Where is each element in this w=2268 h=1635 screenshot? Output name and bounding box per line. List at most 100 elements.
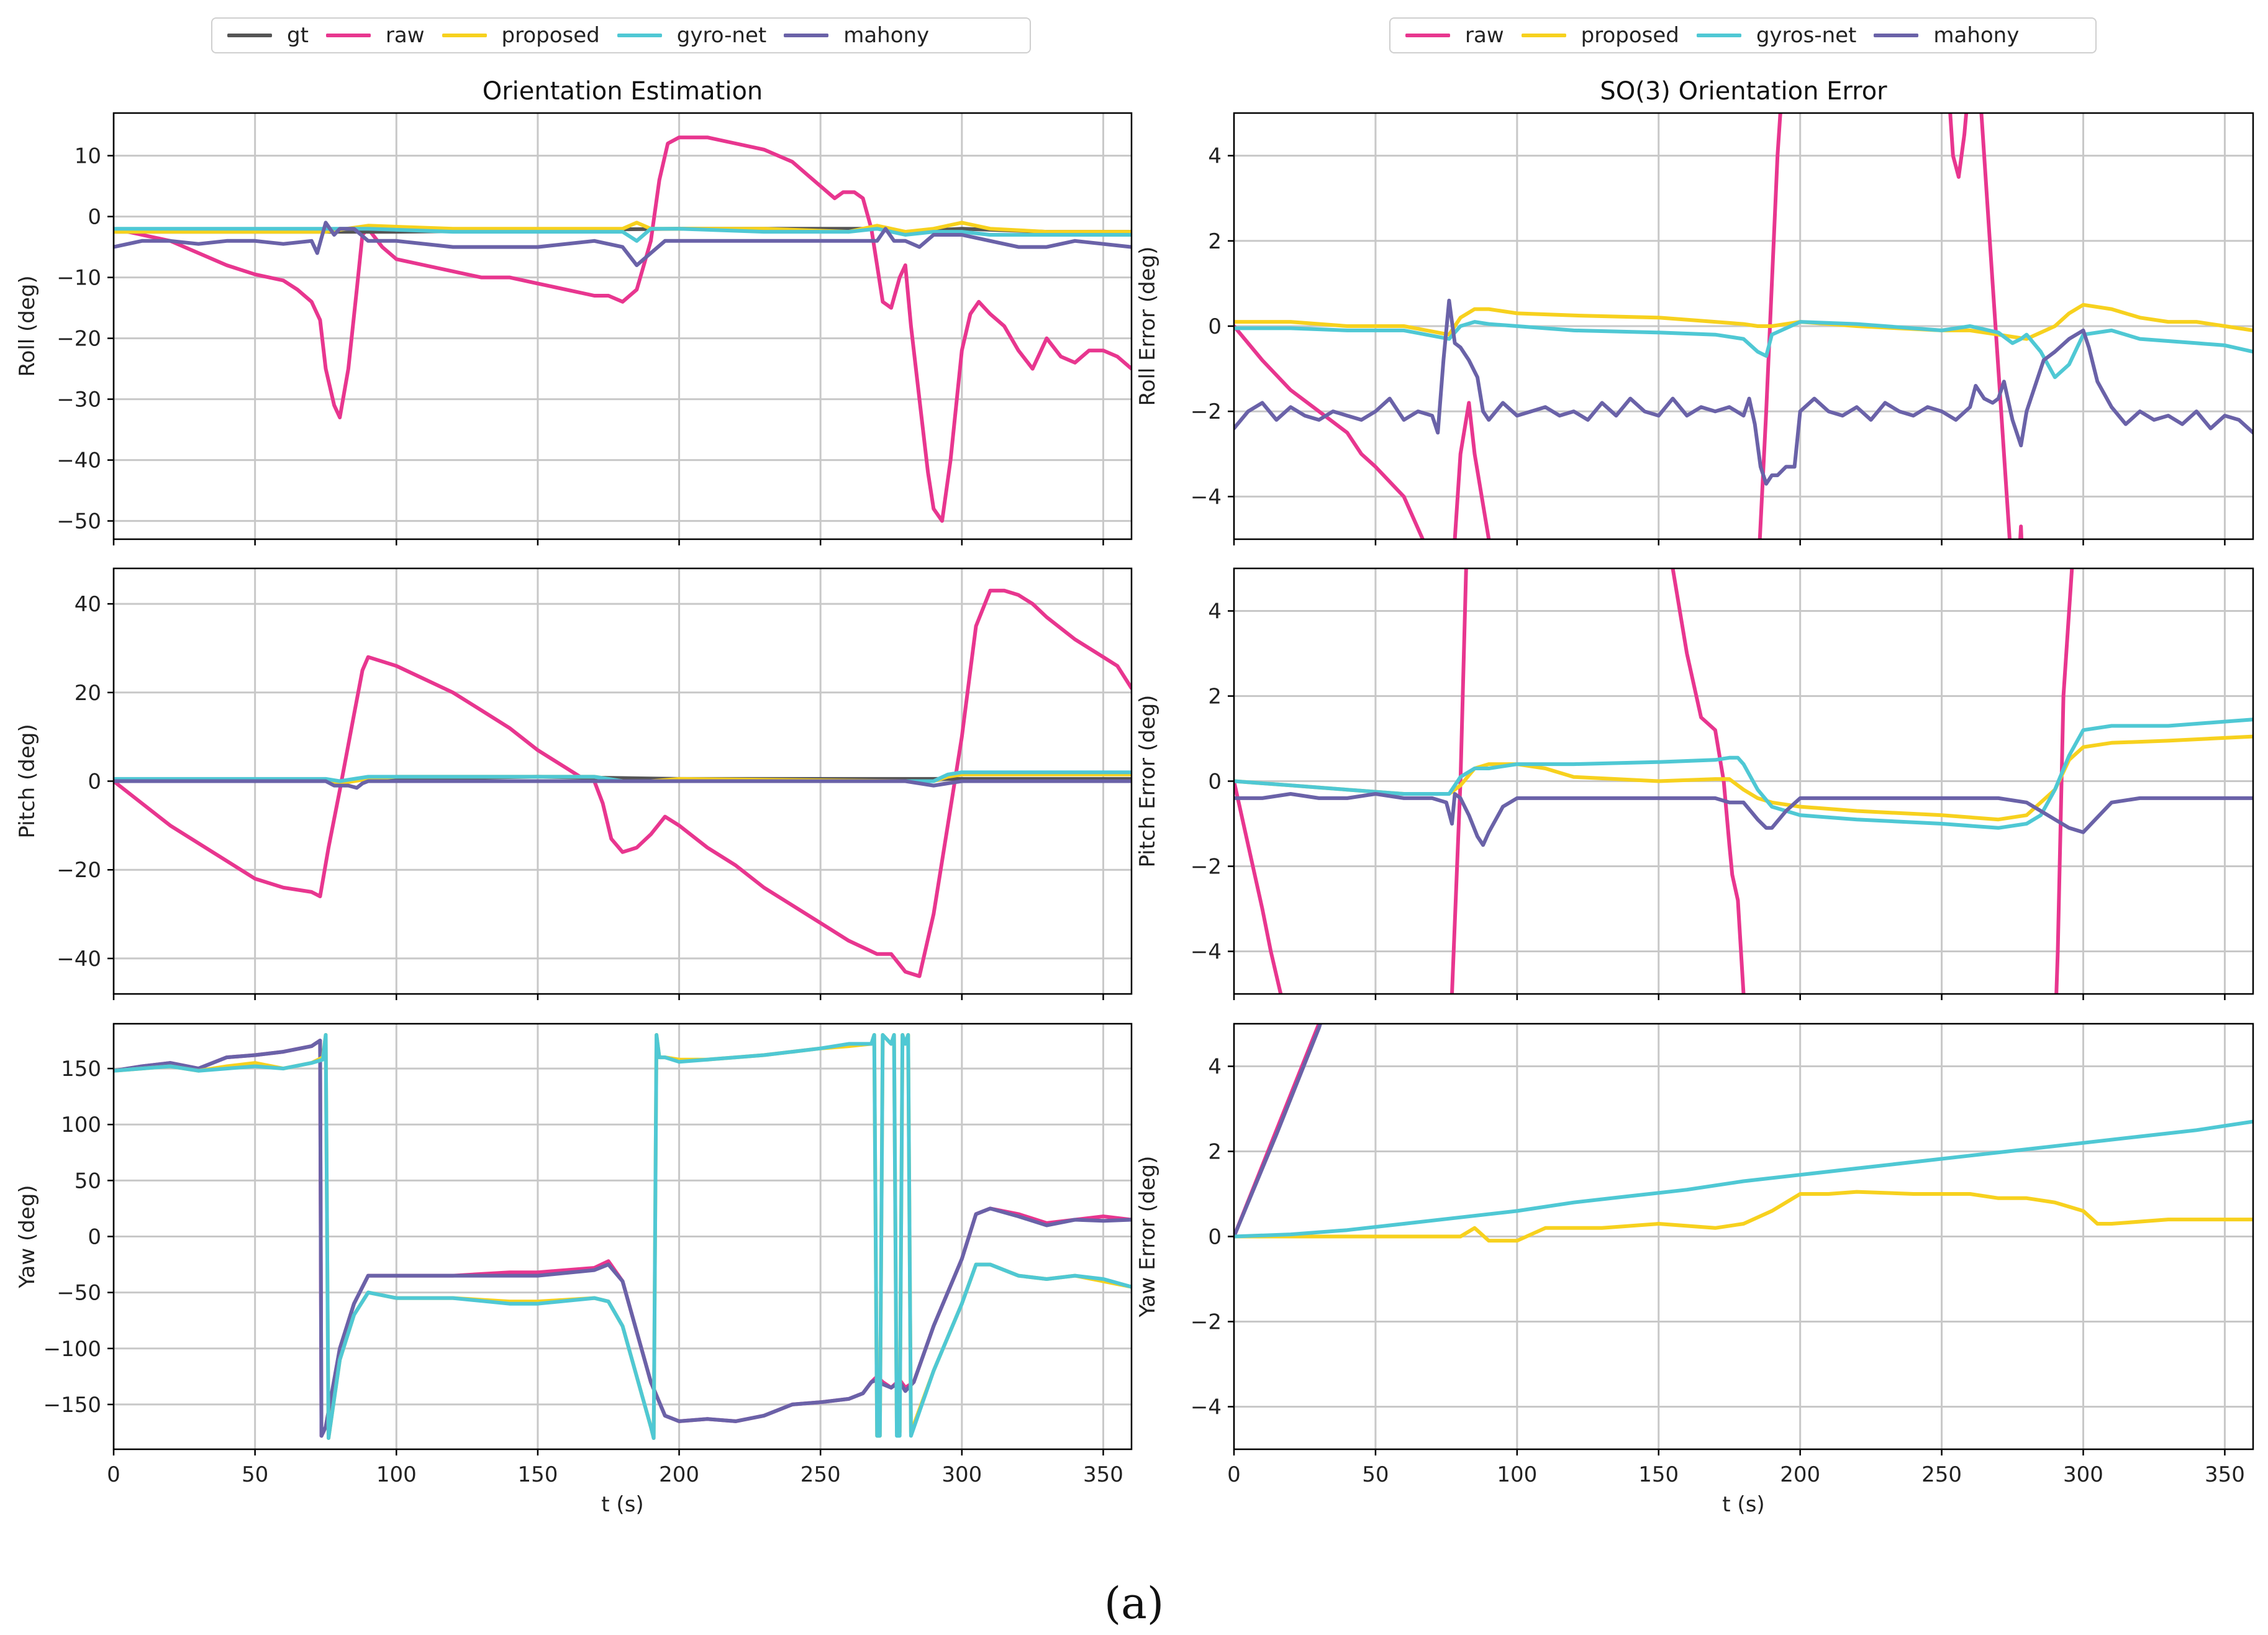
- legend-swatch: [784, 34, 829, 37]
- legend-swatch: [1696, 34, 1741, 37]
- legend-label: mahony: [843, 23, 930, 48]
- y-tick-label: −50: [57, 509, 101, 534]
- x-axis-label: t (s): [1722, 1492, 1764, 1517]
- legend-swatch: [1874, 34, 1919, 37]
- y-tick-label: −10: [57, 266, 101, 291]
- legend-item-gyro-net: gyro-net: [617, 23, 766, 48]
- axes: 0 50 100 150 200 250 300 350 150 100 50 0 −50 −100 −15…: [43, 1057, 1123, 1487]
- series-group: [1234, 568, 2253, 994]
- y-tick-label: 20: [75, 681, 101, 706]
- plot-frame: [112, 1022, 1133, 1451]
- series-line-mahony: [114, 221, 1132, 267]
- legend-item-proposed: proposed: [442, 23, 600, 48]
- series-line-mahony: [1234, 298, 2253, 486]
- y-tick-label: −40: [57, 449, 101, 473]
- y-tick-label: 150: [61, 1057, 101, 1082]
- y-tick-label: −2: [1191, 855, 1222, 880]
- series-group: [1234, 1024, 2253, 1243]
- legend-item-raw: raw: [1405, 23, 1504, 48]
- gridlines: [112, 113, 1132, 539]
- y-tick-label: 100: [61, 1113, 101, 1137]
- x-tick-label: 50: [242, 1462, 268, 1487]
- series-line-gyro-net: [114, 227, 1132, 243]
- axes: 0 50 100 150 200 250 300 350 4 2 0 −2 −4: [1191, 1055, 2245, 1488]
- y-axis-label: Roll Error (deg): [1135, 247, 1160, 406]
- axes: 10 0 −10 −20 −30 −40 −50: [57, 144, 1104, 545]
- y-tick-label: 4: [1208, 1055, 1222, 1080]
- y-tick-label: 0: [88, 770, 101, 795]
- y-axis-label: Yaw (deg): [15, 1185, 40, 1288]
- legend-label: raw: [385, 23, 425, 48]
- y-tick-label: 0: [1208, 770, 1222, 795]
- x-tick-label: 200: [659, 1462, 699, 1487]
- panel-yaw-error: 0 50 100 150 200 250 300 350 4 2 0 −2 −4 Yaw Error (d…: [1135, 1022, 2254, 1517]
- y-axis-label: Pitch Error (deg): [1135, 695, 1160, 868]
- series-line-mahony: [1234, 1024, 1323, 1239]
- legend-swatch: [617, 34, 662, 37]
- legend-label: mahony: [1933, 23, 2020, 48]
- series-line-proposed: [1234, 734, 2253, 822]
- legend-left: gt raw proposed gyro-net mahony: [211, 17, 1031, 53]
- legend-label: gt: [287, 23, 309, 48]
- y-tick-label: −40: [57, 947, 101, 972]
- x-axis-label: t (s): [601, 1492, 643, 1517]
- plot-frame: [112, 567, 1133, 995]
- x-tick-label: 350: [1083, 1462, 1123, 1487]
- y-tick-label: −2: [1191, 399, 1222, 424]
- legend-item-mahony: mahony: [1874, 23, 2019, 48]
- panel-roll-error: 4 2 0 −2 −4 Roll Error (deg) SO(3) Orientation…: [1135, 77, 2254, 545]
- panel-roll: 10 0 −10 −20 −30 −40 −50 Roll (deg) Orientation …: [15, 77, 1133, 545]
- legend-swatch: [1405, 34, 1450, 37]
- axes: 40 20 0 −20 −40: [57, 592, 1104, 1000]
- plot-frame: [112, 112, 1133, 540]
- panel-pitch: 40 20 0 −20 −40 Pitch (deg): [15, 567, 1133, 1000]
- y-tick-label: −4: [1191, 1395, 1222, 1420]
- panel-yaw: 0 50 100 150 200 250 300 350 150 100 50 0 −50 −100 −15…: [15, 1022, 1133, 1517]
- plot-frame: [1233, 112, 2254, 540]
- y-tick-label: −4: [1191, 940, 1222, 965]
- y-tick-label: 40: [75, 592, 101, 617]
- x-tick-label: 300: [2063, 1462, 2103, 1487]
- legend-label: proposed: [501, 23, 600, 48]
- y-axis-label: Yaw Error (deg): [1135, 1156, 1160, 1318]
- series-line-gyro-net: [114, 1033, 1132, 1440]
- y-tick-label: −50: [57, 1281, 101, 1306]
- legend-label: gyro-net: [676, 23, 767, 48]
- x-tick-label: 0: [1227, 1462, 1241, 1487]
- gridlines: [1233, 568, 2253, 994]
- x-tick-label: 100: [1497, 1462, 1537, 1487]
- y-tick-label: 0: [88, 1225, 101, 1250]
- series-line-mahony: [1234, 792, 2253, 847]
- legend-swatch: [227, 34, 272, 37]
- y-tick-label: 0: [1208, 1225, 1222, 1250]
- legend-item-mahony: mahony: [784, 23, 929, 48]
- series-line-raw: [1234, 113, 2024, 539]
- y-tick-label: 0: [88, 205, 101, 230]
- x-tick-label: 350: [2205, 1462, 2245, 1487]
- legend-label: gyros-net: [1756, 23, 1857, 48]
- series-line-mahony: [114, 1039, 1132, 1438]
- axes: 4 2 0 −2 −4: [1191, 599, 2226, 1000]
- chart-title: Orientation Estimation: [483, 77, 763, 106]
- y-tick-label: 50: [75, 1168, 101, 1193]
- series-group: [1234, 113, 2253, 539]
- series-line-gyro-net: [1234, 1119, 2253, 1239]
- panel-pitch-error: 4 2 0 −2 −4 Pitch Error (deg): [1135, 567, 2254, 1000]
- plot-frame: [1233, 567, 2254, 995]
- legend-item-gyros-net: gyros-net: [1696, 23, 1857, 48]
- y-tick-label: 2: [1208, 229, 1222, 254]
- axes: 4 2 0 −2 −4: [1191, 144, 2226, 545]
- legend-item-gt: gt: [227, 23, 309, 48]
- chart-title: SO(3) Orientation Error: [1600, 77, 1887, 106]
- y-tick-label: 2: [1208, 685, 1222, 709]
- series-group: [114, 1033, 1132, 1440]
- x-tick-label: 250: [801, 1462, 841, 1487]
- series-line-raw: [114, 1039, 1132, 1438]
- series-line-raw: [114, 135, 1132, 523]
- y-tick-label: 4: [1208, 144, 1222, 169]
- y-tick-label: −100: [43, 1337, 101, 1362]
- x-tick-label: 50: [1362, 1462, 1389, 1487]
- legend-label: raw: [1465, 23, 1504, 48]
- legend-right: raw proposed gyros-net mahony: [1389, 17, 2097, 53]
